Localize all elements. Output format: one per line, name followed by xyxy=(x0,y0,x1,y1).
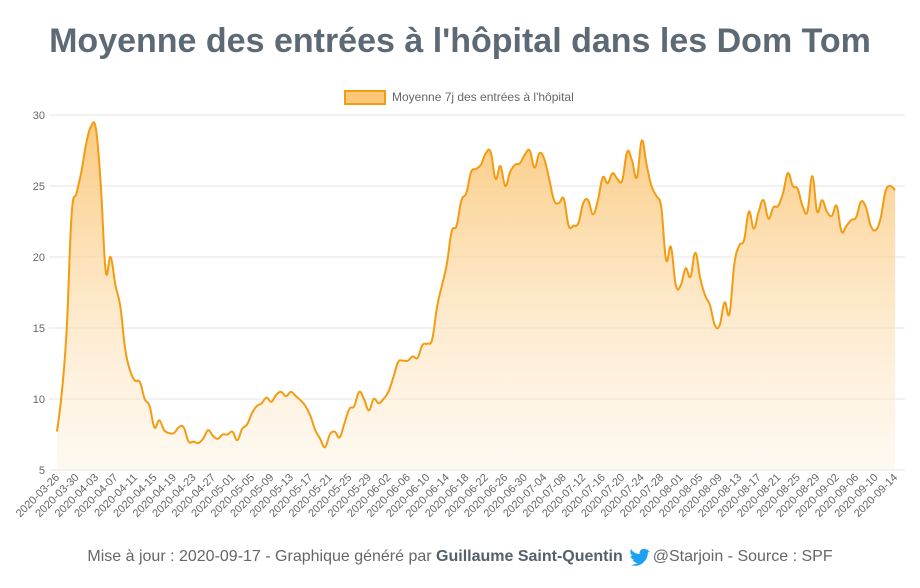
footer-text: Mise à jour : 2020-09-17 - Graphique gén… xyxy=(87,548,436,565)
area xyxy=(57,122,896,470)
chart-title: Moyenne des entrées à l'hôpital dans les… xyxy=(49,22,871,60)
y-tick-label: 30 xyxy=(33,110,45,122)
y-tick-label: 25 xyxy=(33,181,45,193)
footer-text: - Source : SPF xyxy=(723,548,833,565)
line xyxy=(56,121,896,449)
footer: Mise à jour : 2020-09-17 - Graphique gén… xyxy=(87,548,832,565)
footer-author: Guillaume Saint-Quentin xyxy=(436,548,623,565)
y-tick-label: 15 xyxy=(33,323,45,335)
twitter-icon xyxy=(630,548,650,566)
legend-swatch xyxy=(344,90,386,105)
y-tick-label: 10 xyxy=(33,394,45,406)
y-tick-label: 5 xyxy=(39,465,45,477)
footer-handle: @Starjoin xyxy=(653,548,724,565)
legend-label: Moyenne 7j des entrées à l'hôpital xyxy=(392,90,574,104)
y-tick-label: 20 xyxy=(33,252,45,264)
legend: Moyenne 7j des entrées à l'hôpital xyxy=(344,90,574,105)
